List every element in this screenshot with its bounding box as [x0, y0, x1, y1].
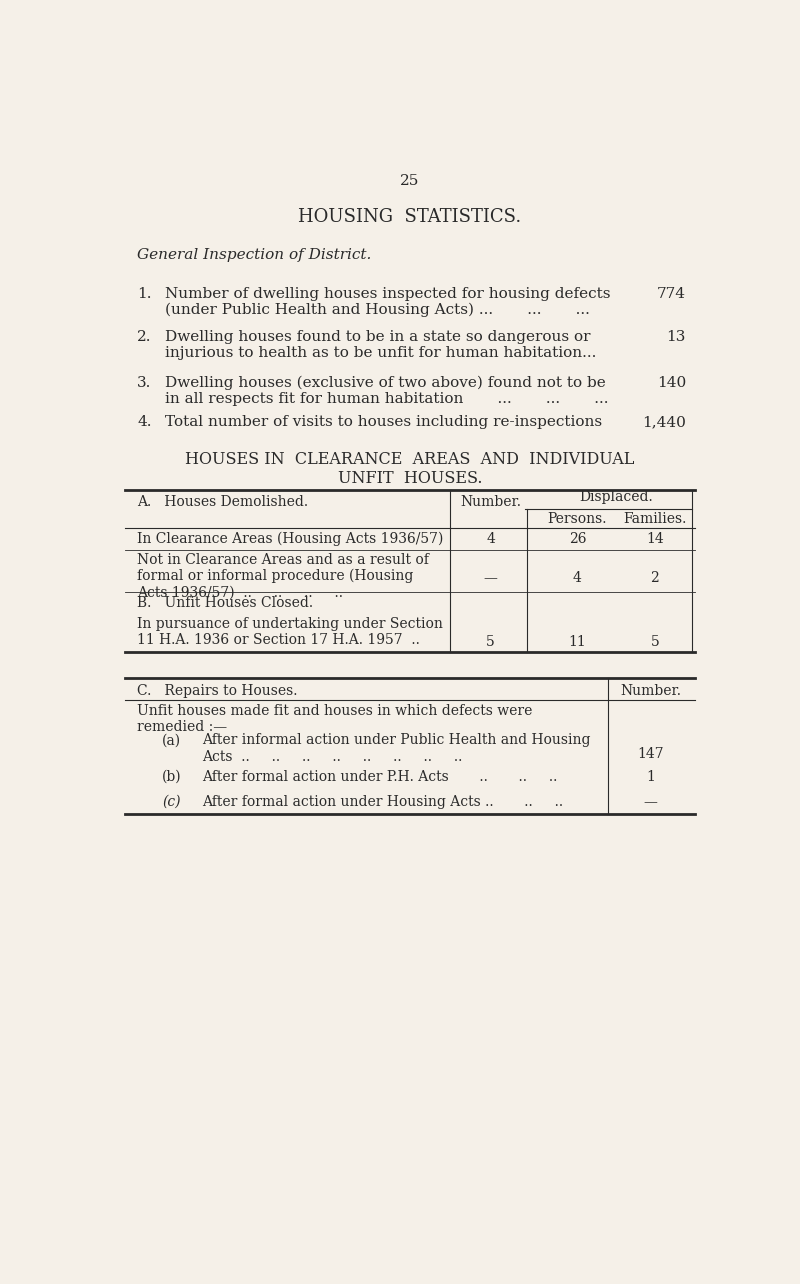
Text: Total number of visits to houses including re-inspections: Total number of visits to houses includi…: [165, 415, 602, 429]
Text: 14: 14: [646, 532, 664, 546]
Text: —: —: [644, 795, 658, 809]
Text: General Inspection of District.: General Inspection of District.: [138, 248, 371, 262]
Text: 3.: 3.: [138, 375, 151, 389]
Text: C.   Repairs to Houses.: C. Repairs to Houses.: [138, 684, 298, 698]
Text: 4.: 4.: [138, 415, 152, 429]
Text: Number.: Number.: [620, 684, 681, 698]
Text: 25: 25: [400, 173, 420, 187]
Text: 4: 4: [573, 571, 582, 586]
Text: Unfit houses made fit and houses in which defects were
remedied :—: Unfit houses made fit and houses in whic…: [138, 704, 533, 734]
Text: Not in Clearance Areas and as a result of
formal or informal procedure (Housing
: Not in Clearance Areas and as a result o…: [138, 552, 429, 600]
Text: In pursuance of undertaking under Section
11 H.A. 1936 or Section 17 H.A. 1957  : In pursuance of undertaking under Sectio…: [138, 616, 443, 647]
Text: Number.: Number.: [460, 496, 521, 510]
Text: In Clearance Areas (Housing Acts 1936/57): In Clearance Areas (Housing Acts 1936/57…: [138, 532, 443, 546]
Text: Families.: Families.: [623, 512, 686, 526]
Text: (a): (a): [162, 733, 181, 747]
Text: Dwelling houses found to be in a state so dangerous or
injurious to health as to: Dwelling houses found to be in a state s…: [165, 330, 597, 361]
Text: Number of dwelling houses inspected for housing defects
(under Public Health and: Number of dwelling houses inspected for …: [165, 286, 610, 317]
Text: 5: 5: [650, 634, 659, 648]
Text: 147: 147: [638, 747, 664, 761]
Text: Displaced.: Displaced.: [579, 490, 653, 505]
Text: Persons.: Persons.: [548, 512, 607, 526]
Text: A.   Houses Demolished.: A. Houses Demolished.: [138, 496, 308, 510]
Text: 1,440: 1,440: [642, 415, 686, 429]
Text: (c): (c): [162, 795, 181, 809]
Text: HOUSING  STATISTICS.: HOUSING STATISTICS.: [298, 208, 522, 226]
Text: 140: 140: [657, 375, 686, 389]
Text: After formal action under Housing Acts ..       ..     ..: After formal action under Housing Acts .…: [202, 795, 563, 809]
Text: 4: 4: [486, 532, 495, 546]
Text: —: —: [484, 571, 498, 586]
Text: 1.: 1.: [138, 286, 152, 300]
Text: Dwelling houses (exclusive of two above) found not to be
in all respects fit for: Dwelling houses (exclusive of two above)…: [165, 375, 609, 406]
Text: 2.: 2.: [138, 330, 152, 344]
Text: After formal action under P.H. Acts       ..       ..     ..: After formal action under P.H. Acts .. .…: [202, 770, 558, 785]
Text: 774: 774: [657, 286, 686, 300]
Text: 1: 1: [646, 770, 655, 785]
Text: 5: 5: [486, 634, 495, 648]
Text: 26: 26: [569, 532, 586, 546]
Text: 11: 11: [569, 634, 586, 648]
Text: B.   Unfit Houses Closed.: B. Unfit Houses Closed.: [138, 596, 314, 610]
Text: 13: 13: [666, 330, 686, 344]
Text: 2: 2: [650, 571, 659, 586]
Text: HOUSES IN  CLEARANCE  AREAS  AND  INDIVIDUAL: HOUSES IN CLEARANCE AREAS AND INDIVIDUAL: [186, 451, 634, 467]
Text: UNFIT  HOUSES.: UNFIT HOUSES.: [338, 470, 482, 488]
Text: (b): (b): [162, 770, 182, 785]
Text: After informal action under Public Health and Housing
Acts  ..     ..     ..    : After informal action under Public Healt…: [202, 733, 590, 764]
